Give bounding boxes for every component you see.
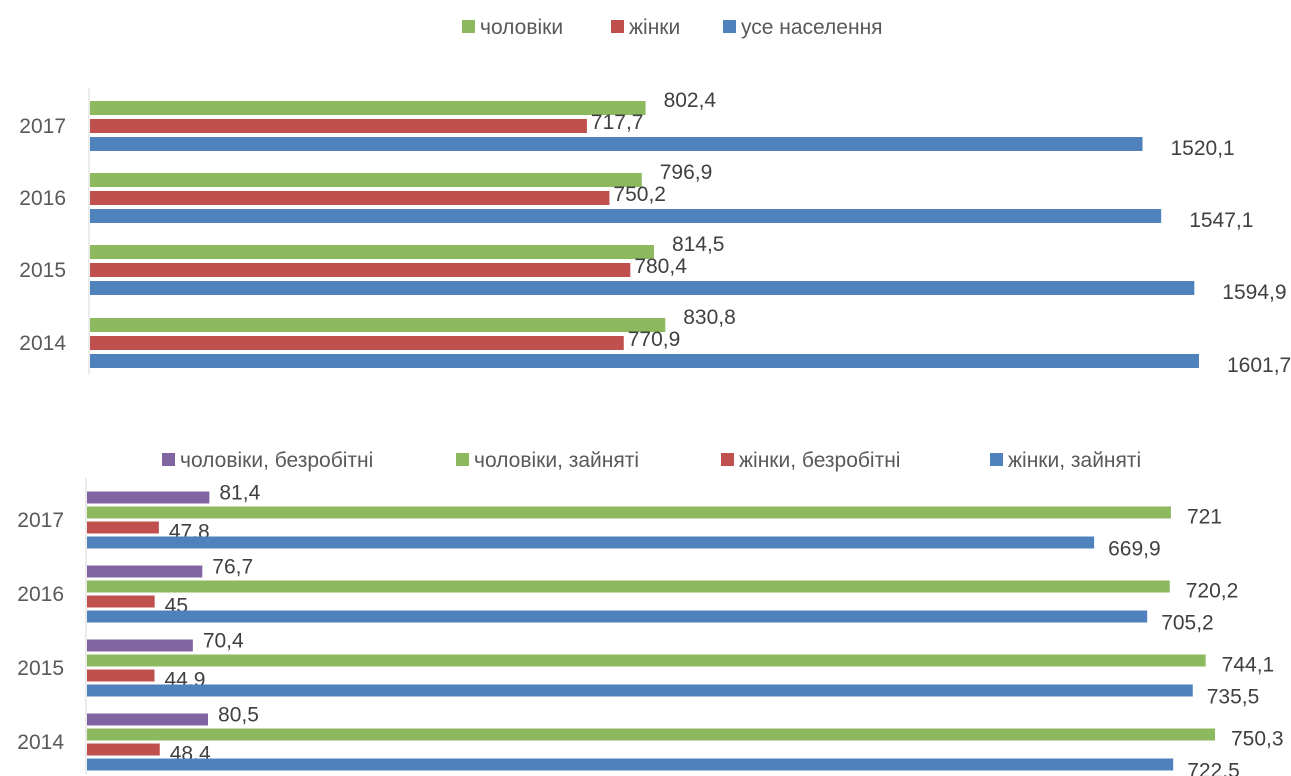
chart-2-year-2016: 2016: [17, 583, 64, 606]
legend-swatch-2-3: [721, 453, 734, 466]
chart-1-label-2017-s2: 717,7: [591, 111, 644, 134]
chart-1-bar-2015-s3: [90, 281, 1195, 295]
chart-1-bar-2017-s1: [90, 101, 646, 115]
chart-1-year-2015: 2015: [19, 259, 66, 282]
legend-label-2-3: жінки, безробітні: [739, 449, 900, 472]
chart-2-bar-2015-s2: [87, 654, 1206, 667]
chart-1-label-2014-s1: 830,8: [683, 306, 736, 329]
chart-2-year-2014: 2014: [17, 731, 64, 754]
legend-label-2-4: жінки, зайняті: [1008, 449, 1141, 472]
legend-swatch-2-1: [162, 453, 175, 466]
legend-label-2-1: чоловіки, безробітні: [180, 449, 373, 472]
chart-1-bar-2017-s2: [90, 119, 587, 133]
chart-2-bar-2015-s3: [87, 669, 155, 682]
chart-2-bar-2017-s3: [87, 521, 159, 534]
chart-1-label-2016-s3: 1547,1: [1189, 209, 1253, 232]
chart-1-year-2017: 2017: [19, 115, 66, 138]
chart-1-label-2014-s3: 1601,7: [1227, 354, 1291, 377]
chart-1-label-2016-s2: 750,2: [613, 183, 666, 206]
chart-1-bar-2016-s3: [90, 209, 1162, 223]
chart-1-bar-2016-s1: [90, 173, 642, 187]
legend-label-1-1: чоловіки: [480, 16, 563, 39]
legend-swatch-2-4: [990, 453, 1003, 466]
legend-label-1-3: усе населення: [741, 16, 883, 39]
chart-2-bar-2017-s4: [87, 536, 1095, 549]
chart-2-bar-2017-s1: [87, 491, 210, 504]
chart-1-label-2015-s1: 814,5: [672, 233, 725, 256]
chart-2-bar-2014-s2: [87, 728, 1215, 741]
chart-2-label-2014-s4: 722,5: [1187, 760, 1240, 776]
chart-2-label-2016-s4: 705,2: [1161, 612, 1214, 635]
chart-2-label-2015-s4: 735,5: [1207, 686, 1260, 709]
chart-1-label-2015-s2: 780,4: [634, 255, 687, 278]
chart-2-label-2016-s1: 76,7: [212, 556, 253, 579]
chart-1-bar-2014-s1: [90, 318, 666, 332]
chart-1-year-2014: 2014: [19, 332, 66, 355]
chart-2-label-2016-s2: 720,2: [1186, 580, 1239, 603]
chart-1-bar-2014-s2: [90, 336, 624, 350]
chart-2-label-2017-s4: 669,9: [1108, 538, 1161, 561]
chart-2-label-2014-s1: 80,5: [218, 704, 259, 727]
chart-2-bar-2015-s1: [87, 639, 193, 652]
chart-2-bar-2016-s4: [87, 610, 1148, 623]
chart-2-bar-2016-s3: [87, 595, 155, 608]
chart-1-bar-2015-s2: [90, 263, 631, 277]
chart-1-label-2017-s1: 802,4: [664, 89, 717, 112]
chart-2-bar-2015-s4: [87, 684, 1193, 697]
legend-swatch-1-2: [611, 20, 624, 33]
chart-1-bar-2014-s3: [90, 354, 1199, 368]
chart-2-year-2015: 2015: [17, 657, 64, 680]
chart-1-bar-2016-s2: [90, 191, 610, 205]
chart-2-bar-2014-s1: [87, 713, 209, 726]
chart-2-label-2015-s1: 70,4: [203, 630, 244, 653]
chart-1-label-2017-s3: 1520,1: [1171, 137, 1235, 160]
chart-1-label-2015-s3: 1594,9: [1222, 281, 1286, 304]
chart-2-bar-2016-s1: [87, 565, 203, 578]
chart-2-label-2015-s2: 744,1: [1222, 654, 1275, 677]
chart-2-bar-2017-s2: [87, 506, 1171, 519]
chart-2-bar-2014-s4: [87, 758, 1174, 771]
chart-2-year-2017: 2017: [17, 509, 64, 532]
chart-1-year-2016: 2016: [19, 187, 66, 210]
chart-2-bar-2014-s3: [87, 743, 160, 756]
chart-2-bar-2016-s2: [87, 580, 1170, 593]
chart-1-bar-2017-s3: [90, 137, 1143, 151]
chart-2-label-2014-s2: 750,3: [1231, 728, 1284, 751]
chart-1-label-2016-s1: 796,9: [660, 161, 713, 184]
chart-2-label-2017-s1: 81,4: [219, 482, 260, 505]
legend-label-2-2: чоловіки, зайняті: [474, 449, 639, 472]
chart-1-label-2014-s2: 770,9: [628, 328, 681, 351]
legend-swatch-2-2: [456, 453, 469, 466]
legend-swatch-1-3: [723, 20, 736, 33]
legend-swatch-1-1: [462, 20, 475, 33]
legend-label-1-2: жінки: [629, 16, 680, 39]
chart-2-label-2017-s2: 721: [1187, 506, 1222, 529]
chart-1-bar-2015-s1: [90, 245, 654, 259]
